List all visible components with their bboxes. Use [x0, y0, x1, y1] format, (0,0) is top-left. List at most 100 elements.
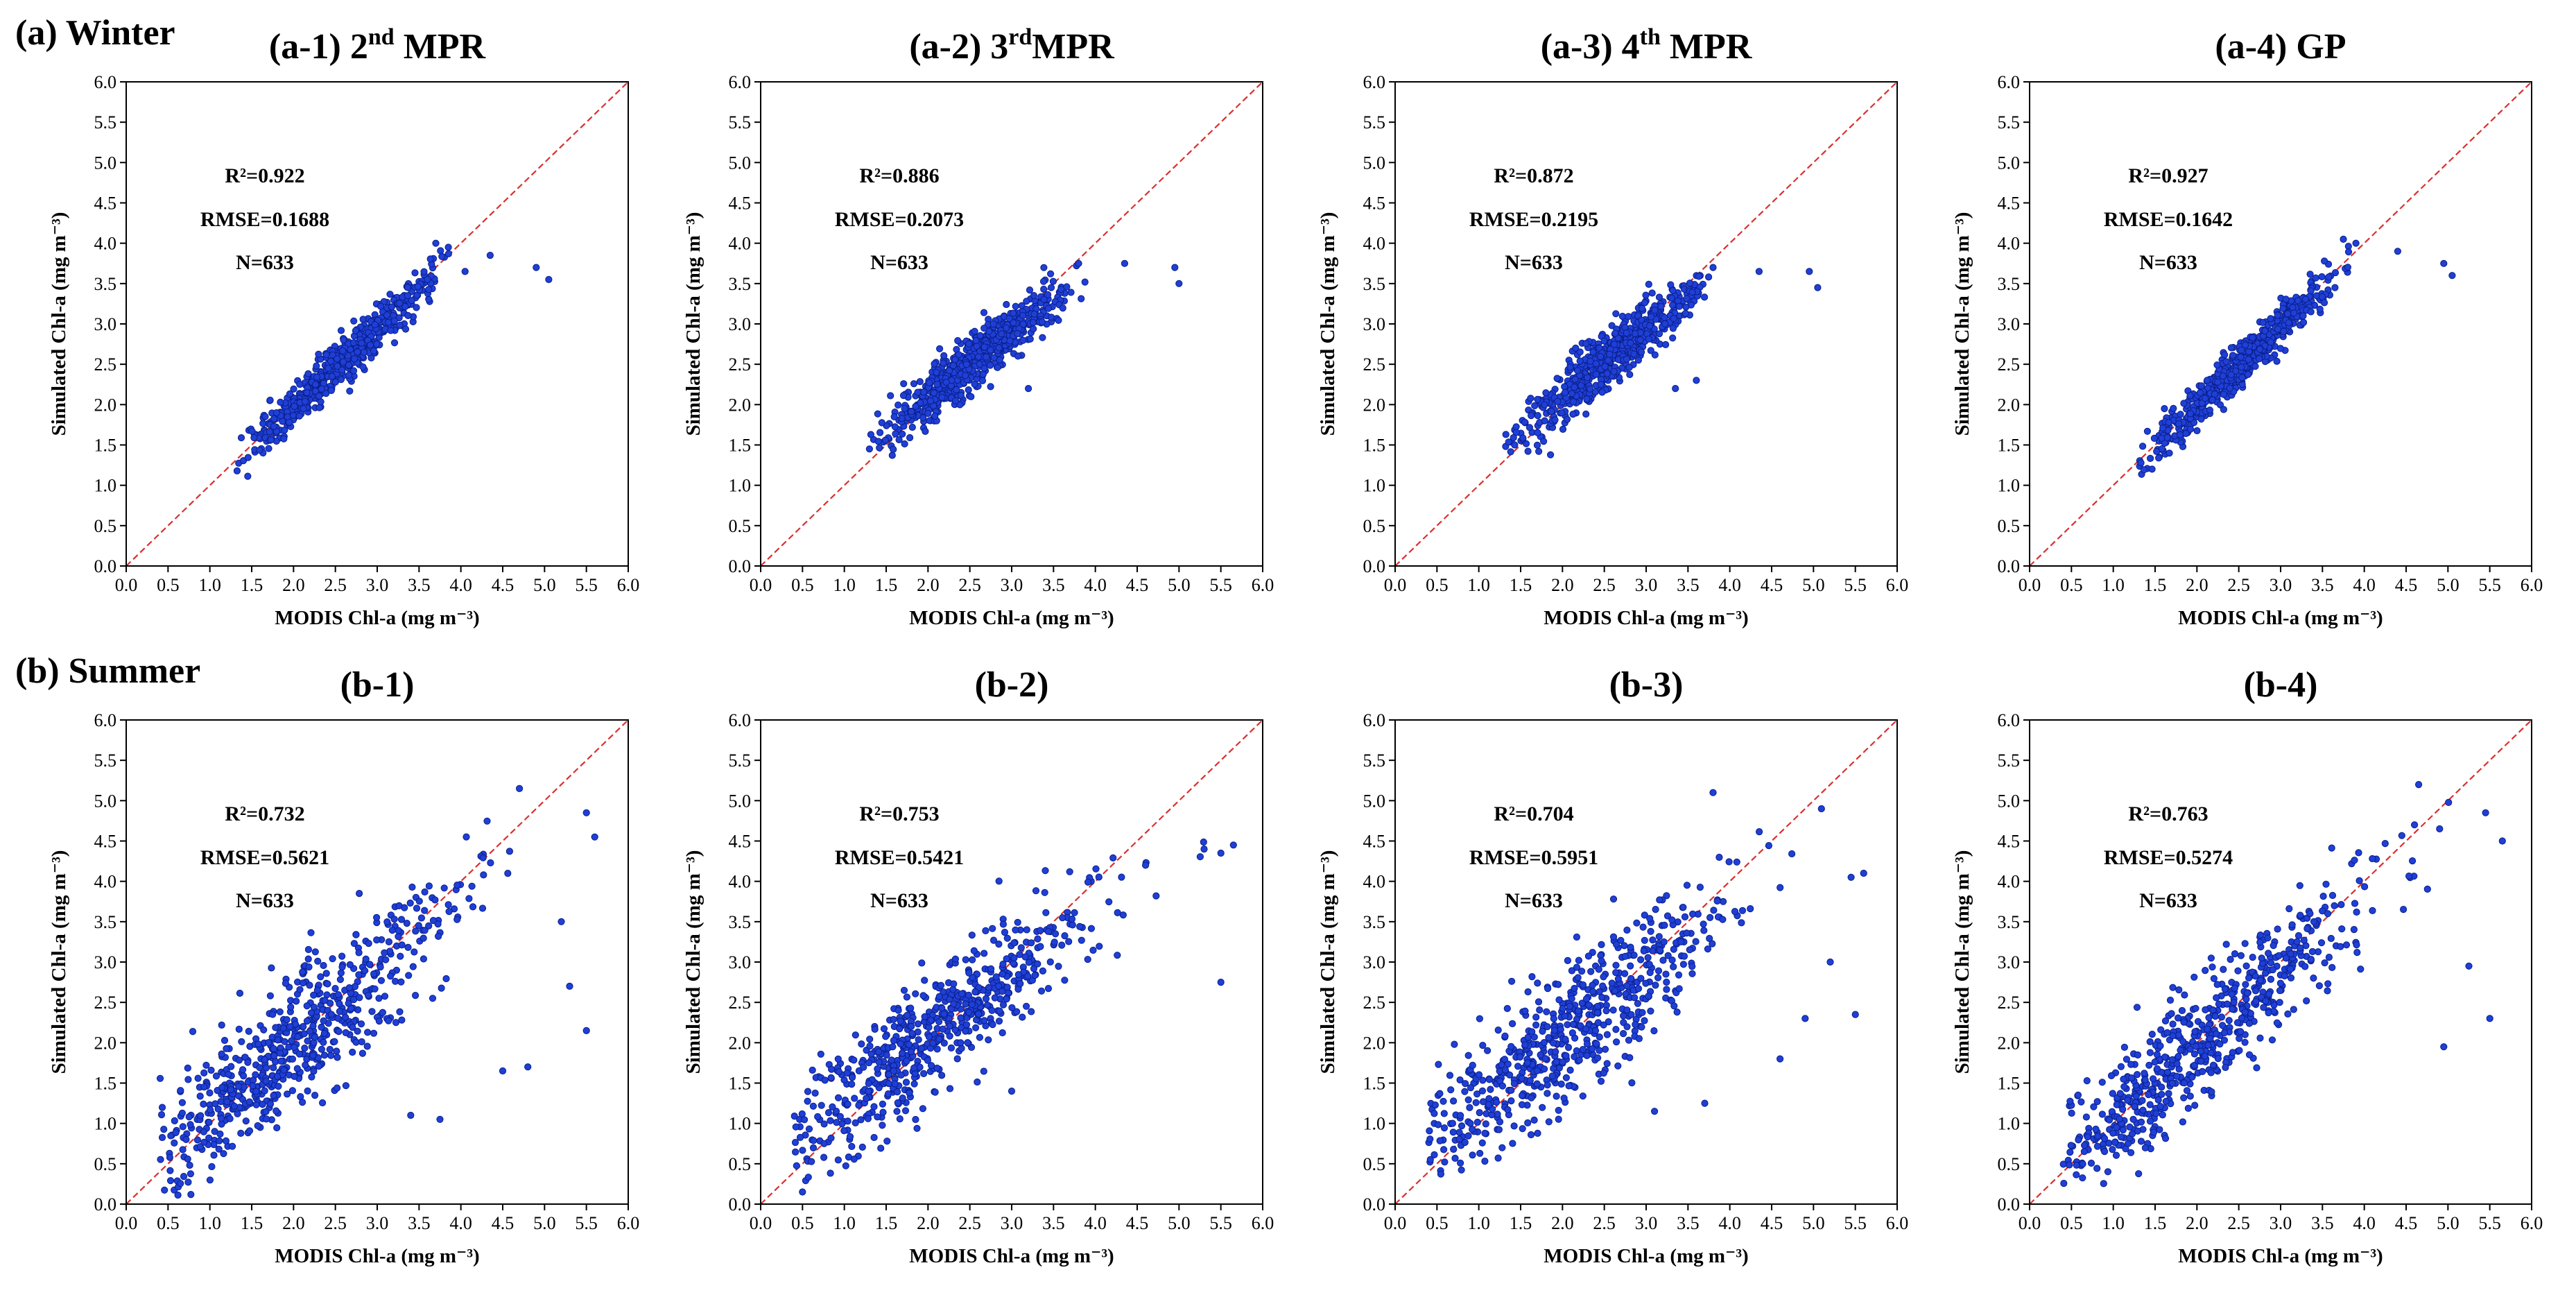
- data-point: [1461, 1088, 1469, 1095]
- panel-title: (b-1): [340, 665, 415, 705]
- data-point: [2238, 363, 2245, 371]
- data-point: [1651, 307, 1659, 314]
- data-point: [1682, 303, 1690, 311]
- data-point: [912, 990, 919, 997]
- data-point: [848, 1074, 856, 1081]
- data-point: [1553, 1092, 1560, 1100]
- data-point: [995, 1018, 1003, 1025]
- data-point: [244, 454, 252, 461]
- data-point: [276, 1008, 284, 1015]
- data-point: [1851, 1011, 1859, 1018]
- data-point: [408, 883, 416, 891]
- n-label: N=633: [1505, 889, 1563, 912]
- data-point: [1548, 407, 1555, 415]
- data-point: [1532, 1021, 1540, 1029]
- data-point: [1559, 425, 1567, 434]
- y-tick-label: 3.0: [1998, 314, 2021, 334]
- data-point: [1659, 956, 1667, 964]
- data-point: [1037, 927, 1044, 934]
- y-tick-label: 1.5: [94, 1074, 117, 1094]
- panel-title: (a-2) 3rdMPR: [909, 24, 1115, 67]
- data-point: [1609, 1006, 1617, 1014]
- data-point: [1534, 412, 1541, 420]
- data-point: [1464, 1132, 1472, 1140]
- data-point: [2409, 857, 2417, 865]
- data-point: [939, 1025, 946, 1033]
- data-point: [1626, 370, 1634, 379]
- data-point: [1555, 1115, 1562, 1123]
- x-tick-label: 0.0: [1384, 1213, 1407, 1233]
- data-point: [463, 833, 470, 841]
- data-point: [874, 410, 881, 418]
- data-point: [1052, 930, 1060, 938]
- data-point: [2143, 427, 2151, 435]
- y-tick-label: 5.0: [1998, 153, 2021, 173]
- data-point: [1014, 918, 1021, 926]
- data-point: [876, 429, 884, 436]
- data-point: [951, 955, 960, 963]
- x-tick-label: 5.5: [1844, 1213, 1867, 1233]
- data-point: [388, 303, 395, 311]
- data-point: [860, 1063, 867, 1071]
- data-point: [1014, 971, 1022, 979]
- data-point: [1485, 1076, 1493, 1083]
- data-point: [1544, 1090, 1551, 1097]
- data-point: [1709, 264, 1717, 271]
- data-point: [1436, 1090, 1444, 1097]
- data-point: [974, 1078, 981, 1086]
- data-point: [980, 309, 988, 316]
- x-tick-label: 6.0: [2521, 575, 2543, 595]
- data-point: [304, 945, 312, 954]
- data-point: [533, 264, 540, 271]
- data-point: [1612, 969, 1620, 977]
- data-point: [1040, 264, 1048, 271]
- data-point: [2147, 454, 2154, 463]
- data-point: [1720, 898, 1727, 905]
- data-point: [1545, 1033, 1553, 1042]
- data-point: [1534, 1129, 1541, 1138]
- data-point: [1594, 1002, 1602, 1010]
- data-point: [999, 970, 1006, 978]
- scatter-points: [1502, 264, 1822, 458]
- data-point: [888, 1056, 895, 1064]
- data-point: [383, 311, 391, 319]
- data-point: [166, 1177, 175, 1185]
- data-point: [396, 1008, 404, 1015]
- data-point: [1582, 340, 1590, 347]
- data-point: [1024, 972, 1032, 980]
- data-point: [1610, 341, 1618, 348]
- data-point: [2150, 434, 2158, 443]
- data-point: [1469, 1126, 1476, 1133]
- data-point: [2196, 389, 2204, 397]
- data-point: [279, 1024, 287, 1032]
- n-label: N=633: [236, 251, 294, 274]
- x-tick-label: 0.0: [2019, 575, 2041, 595]
- data-point: [322, 351, 330, 359]
- data-point: [834, 1055, 842, 1063]
- data-point: [985, 1036, 992, 1044]
- data-point: [848, 1142, 856, 1151]
- y-tick-label: 2.0: [729, 1033, 752, 1053]
- data-point: [1600, 337, 1608, 345]
- data-point: [370, 970, 378, 978]
- data-point: [1618, 312, 1626, 320]
- data-point: [1507, 448, 1514, 456]
- y-axis-label: Simulated Chl-a (mg m⁻³): [48, 212, 70, 436]
- panel-title: (a-4) GP: [2215, 27, 2346, 67]
- data-point: [2227, 344, 2235, 352]
- data-point: [890, 1015, 897, 1024]
- data-point: [281, 427, 288, 434]
- data-point: [1487, 1085, 1494, 1093]
- data-point: [545, 275, 553, 284]
- data-point: [2338, 925, 2346, 933]
- data-point: [207, 1066, 215, 1074]
- data-point: [267, 436, 275, 444]
- data-point: [387, 972, 395, 980]
- data-point: [328, 372, 336, 380]
- data-point: [901, 1107, 910, 1115]
- data-point: [480, 871, 487, 879]
- data-point: [809, 1144, 818, 1152]
- data-point: [1777, 884, 1784, 891]
- data-point: [2126, 1123, 2134, 1131]
- data-point: [989, 1021, 996, 1029]
